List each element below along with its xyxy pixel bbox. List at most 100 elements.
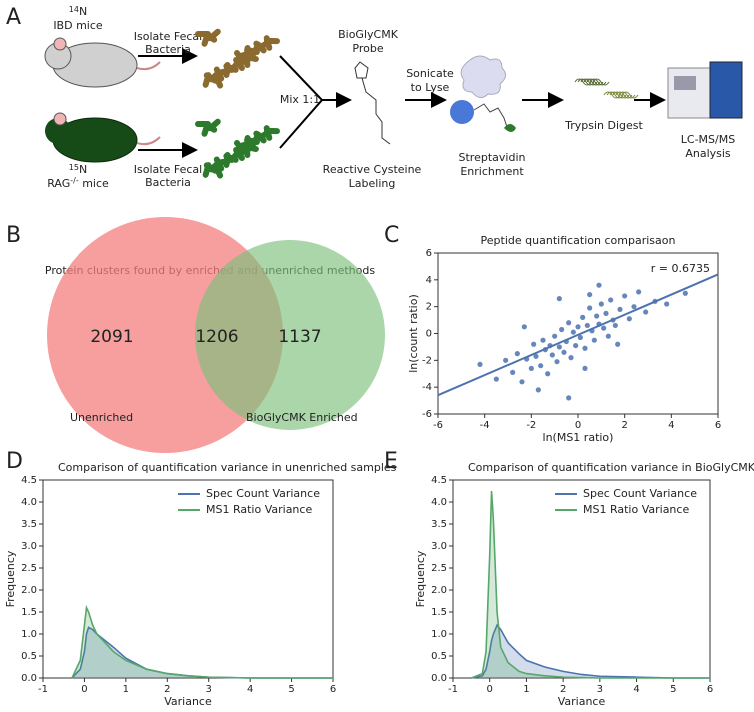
y-tick-label: 4.5 (21, 475, 37, 486)
venn-set (195, 240, 385, 430)
step-label: Sonicate (406, 67, 454, 80)
point (580, 314, 586, 320)
x-tick-label: 2 (621, 420, 627, 431)
y-tick-label: 1.0 (21, 629, 37, 640)
x-tick-label: 4 (633, 684, 639, 695)
venn-count: 2091 (90, 327, 133, 347)
point (598, 301, 604, 307)
point (477, 361, 483, 367)
y-tick-label: 0.5 (431, 651, 447, 662)
x-tick-label: 6 (707, 684, 713, 695)
y-tick-label: 2.0 (21, 585, 37, 596)
panel-label: C (384, 223, 399, 248)
y-tick-label: 2.5 (21, 563, 37, 574)
plot-frame (437, 252, 719, 415)
point (682, 290, 688, 296)
density-area (471, 491, 710, 678)
legend-label: Spec Count Variance (583, 487, 697, 500)
density-line (71, 604, 333, 679)
bacterium (207, 118, 221, 132)
peptide (621, 91, 639, 99)
point (554, 359, 560, 365)
mouse-gray (44, 37, 161, 88)
point (538, 363, 544, 369)
element: N (79, 5, 87, 18)
step-label: BioGlyCMK (338, 28, 399, 41)
point (521, 324, 527, 330)
panel-label: D (6, 449, 23, 474)
y-tick-label: 1.5 (431, 607, 447, 618)
point (503, 357, 509, 363)
mass-spectrometer (667, 61, 743, 119)
x-tick-label: 3 (597, 684, 603, 695)
x-tick-label: 3 (206, 684, 212, 695)
bacteria-brown (195, 28, 280, 89)
point (617, 306, 623, 312)
legend-label: Spec Count Variance (206, 487, 320, 500)
y-tick-label: -4 (422, 382, 432, 393)
x-tick-label: 0 (575, 420, 581, 431)
y-tick-label: -6 (422, 409, 432, 420)
point (577, 334, 583, 341)
y-tick-label: 3.0 (431, 541, 447, 552)
y-tick-label: 1.0 (431, 629, 447, 640)
step-label: Isolate Fecal (134, 163, 202, 176)
point (582, 345, 588, 351)
point (615, 341, 621, 347)
point (561, 349, 567, 355)
point (556, 296, 562, 302)
point (594, 313, 600, 319)
step-label: Reactive Cysteine (323, 163, 422, 176)
step-label: Probe (352, 42, 383, 55)
y-tick-label: 3.0 (21, 541, 37, 552)
point (622, 293, 628, 299)
point (643, 309, 649, 315)
density-line (471, 490, 710, 679)
y-tick-label: 4.5 (431, 475, 447, 486)
x-tick-label: 2 (560, 684, 566, 695)
point (570, 329, 576, 335)
point (559, 326, 565, 333)
y-tick-label: 3.5 (431, 519, 447, 530)
chart-title: Comparison of quantification variance in… (58, 461, 397, 474)
point (636, 289, 642, 295)
y-tick-label: 2.0 (431, 585, 447, 596)
x-tick-label: 4 (668, 420, 674, 431)
density-area (72, 607, 333, 678)
mouse-green (45, 112, 161, 163)
point (664, 301, 670, 307)
x-tick-label: 2 (164, 684, 170, 695)
x-tick-label: -2 (526, 420, 536, 431)
peptide (592, 78, 610, 86)
step-label: Mix 1:1 (280, 93, 320, 106)
point (603, 310, 609, 316)
x-axis-label: ln(MS1 ratio) (543, 431, 614, 444)
step-label: Isolate Fecal (134, 30, 202, 43)
y-tick-label: -2 (422, 355, 432, 366)
point (545, 371, 551, 377)
chart-title: Comparison of quantification variance in… (468, 461, 754, 474)
step-label: Bacteria (145, 176, 191, 189)
point (582, 365, 588, 371)
step-label: Analysis (685, 147, 731, 160)
y-tick-label: 0 (426, 329, 432, 340)
point (552, 333, 558, 339)
point (612, 322, 618, 329)
point (531, 341, 537, 347)
point (556, 344, 562, 350)
point (587, 305, 593, 311)
point (591, 337, 597, 343)
y-tick-label: 2 (426, 302, 432, 313)
point (528, 365, 534, 371)
x-tick-label: 1 (123, 684, 129, 695)
point (540, 337, 546, 343)
chart-title: Peptide quantification comparisaon (481, 234, 676, 247)
y-axis-label: Frequency (414, 550, 427, 607)
fit-line (437, 273, 719, 397)
y-tick-label: 1.5 (21, 607, 37, 618)
y-tick-label: 0.0 (21, 673, 37, 684)
plot-frame (42, 479, 334, 679)
element: N (79, 163, 87, 176)
point (535, 387, 541, 393)
